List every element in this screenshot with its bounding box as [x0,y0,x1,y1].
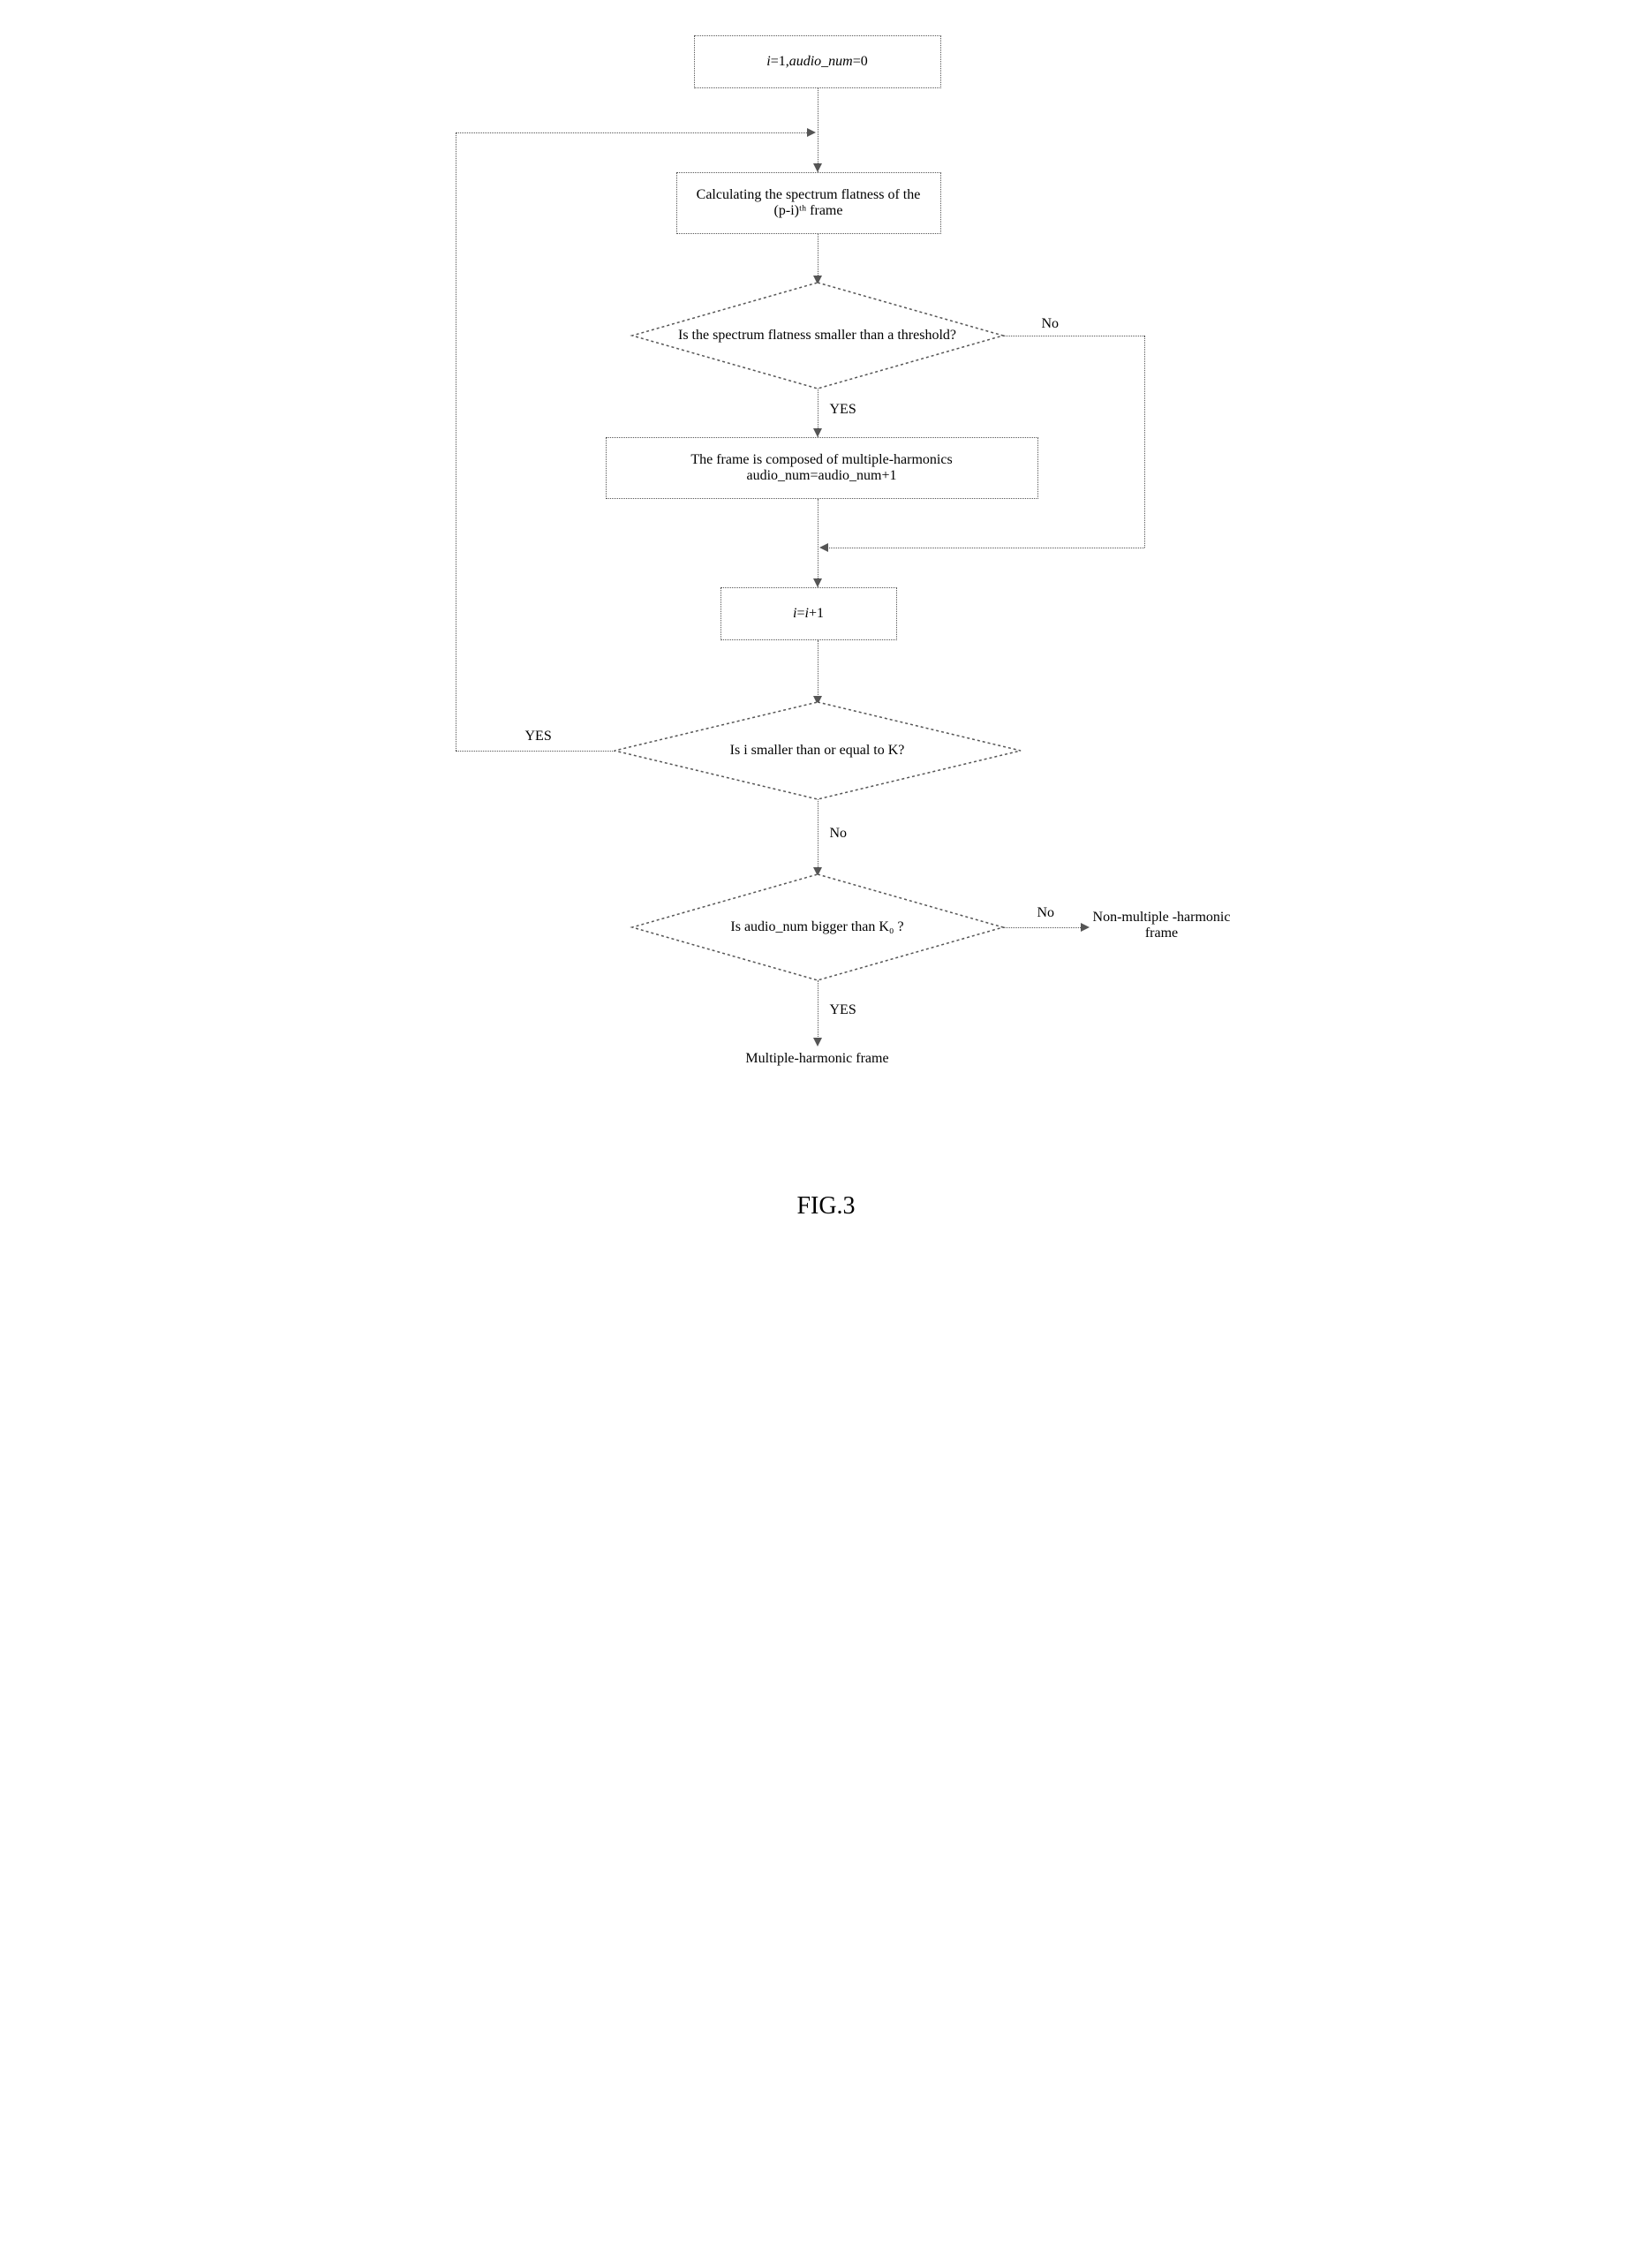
edge-n6-yes-h2 [456,132,809,133]
node-multi-harmonic-inc: The frame is composed of multiple-harmon… [606,437,1038,499]
arrowhead [819,543,828,552]
node-multi-harmonic-inc-label: The frame is composed of multiple-harmon… [617,452,1027,484]
arrowhead [807,128,816,137]
edge-n7-t2 [1003,927,1082,928]
edge-n3-no-v [1144,336,1145,548]
terminal-non-multiple-harmonic: Non-multiple -harmonic frame [1091,910,1233,941]
arrowhead [1081,923,1090,932]
node-init-label: i=1,audio_num=0 [766,54,868,70]
terminal-multiple-harmonic: Multiple-harmonic frame [720,1051,915,1067]
flowchart-container: i=1,audio_num=0 Calculating the spectrum… [385,35,1268,1272]
figure-caption: FIG.3 [385,1192,1268,1220]
edge-label-yes-n7: YES [826,1002,860,1018]
node-decision-i-k-label: Is i smaller than or equal to K? [615,702,1021,799]
edge-label-no-n7: No [1034,905,1059,921]
arrowhead [813,1038,822,1047]
node-calc-flatness: Calculating the spectrum flatness of the… [676,172,941,234]
edge-label-yes: YES [826,402,860,418]
node-decision-audionum-label: Is audio_num bigger than K₀ ? [632,874,1003,980]
node-init: i=1,audio_num=0 [694,35,941,88]
arrowhead [813,163,822,172]
node-decision-flatness-label: Is the spectrum flatness smaller than a … [632,283,1003,389]
node-increment-i: i=i+1 [720,587,897,640]
node-increment-i-label: i=i+1 [793,606,824,622]
edge-label-no-n6: No [826,826,851,842]
edge-label-no: No [1038,316,1063,332]
edge-n6-yes-h1 [456,751,615,752]
arrowhead [813,578,822,587]
arrowhead [813,428,822,437]
edge-label-yes-loop: YES [522,729,555,744]
node-calc-flatness-label: Calculating the spectrum flatness of the… [688,187,930,219]
